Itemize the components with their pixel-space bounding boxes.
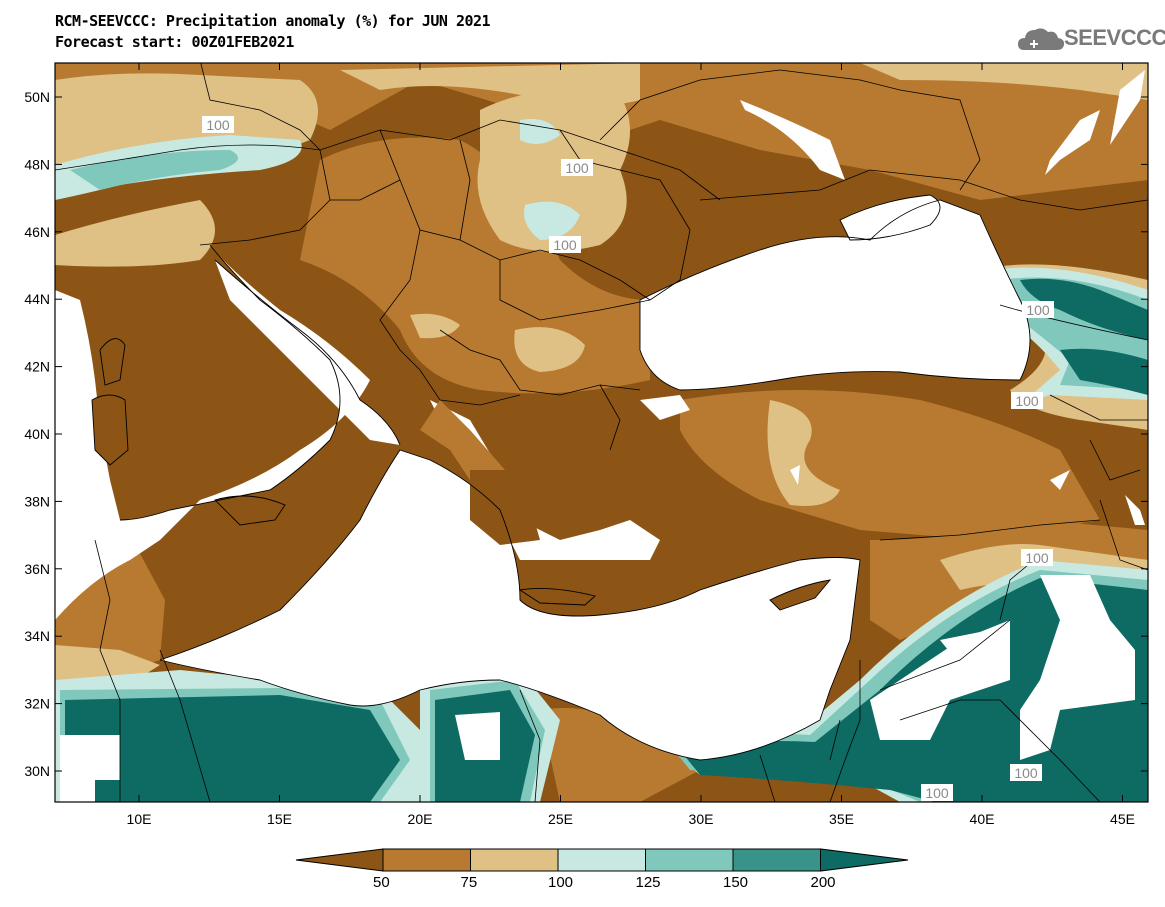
colorbar-segment xyxy=(820,848,909,872)
colorbar-segment xyxy=(557,848,646,872)
longitude-axis: 10E 15E 20E 25E 30E 35E 40E 45E xyxy=(127,63,1135,827)
colorbar-label: 200 xyxy=(810,874,836,891)
longitude-label: 45E xyxy=(1110,811,1135,827)
latitude-axis: 50N 48N 46N 44N 42N 40N 38N 36N 34N 32N 30N xyxy=(24,89,1148,779)
latitude-label: 46N xyxy=(24,224,50,240)
latitude-label: 44N xyxy=(24,291,50,307)
longitude-label: 25E xyxy=(548,811,573,827)
longitude-label: 35E xyxy=(829,811,854,827)
colorbar-label: 150 xyxy=(723,874,749,891)
colorbar-label: 50 xyxy=(373,874,390,891)
map-title: RCM-SEEVCCC: Precipitation anomaly (%) f… xyxy=(55,12,491,30)
contour-label: 100 xyxy=(565,160,589,176)
colorbar-segment xyxy=(645,848,734,872)
longitude-label: 20E xyxy=(408,811,433,827)
coastlines xyxy=(91,194,1031,761)
colorbar xyxy=(295,848,909,872)
colorbar-segment xyxy=(470,848,559,872)
longitude-label: 15E xyxy=(267,811,292,827)
colorbar-label: 75 xyxy=(460,874,478,891)
latitude-label: 50N xyxy=(24,89,50,105)
contour-label: 100 xyxy=(553,237,577,253)
latitude-label: 40N xyxy=(24,426,50,442)
latitude-label: 38N xyxy=(24,493,50,509)
latitude-label: 36N xyxy=(24,561,50,577)
longitude-label: 10E xyxy=(127,811,152,827)
borders xyxy=(55,63,1148,802)
contour-label: 100 xyxy=(1015,393,1039,409)
contour-label: 100 xyxy=(925,785,949,801)
colorbar-label: 100 xyxy=(548,874,574,891)
colorbar-segment xyxy=(295,848,384,872)
contour-labels: 100 100 100 100 100 100 100 100 xyxy=(202,116,1054,801)
map-frame xyxy=(54,62,1149,803)
latitude-label: 34N xyxy=(24,628,50,644)
contour-label: 100 xyxy=(206,117,230,133)
contour-label: 100 xyxy=(1014,765,1038,781)
latitude-label: 42N xyxy=(24,359,50,375)
contour-label: 100 xyxy=(1025,550,1049,566)
colorbar-label: 125 xyxy=(635,874,661,891)
colorbar-segment xyxy=(382,848,471,872)
colorbar-segment xyxy=(732,848,821,872)
longitude-label: 30E xyxy=(689,811,714,827)
logo-text: SEEVCCC xyxy=(1064,25,1165,50)
forecast-start-label: Forecast start: 00Z01FEB2021 xyxy=(55,33,294,51)
map-fields xyxy=(55,63,1148,802)
latitude-label: 48N xyxy=(24,156,50,172)
cloud-logo-icon xyxy=(1018,28,1065,50)
longitude-label: 40E xyxy=(970,811,995,827)
contour-label: 100 xyxy=(1026,302,1050,318)
latitude-label: 30N xyxy=(24,763,50,779)
latitude-label: 32N xyxy=(24,696,50,712)
